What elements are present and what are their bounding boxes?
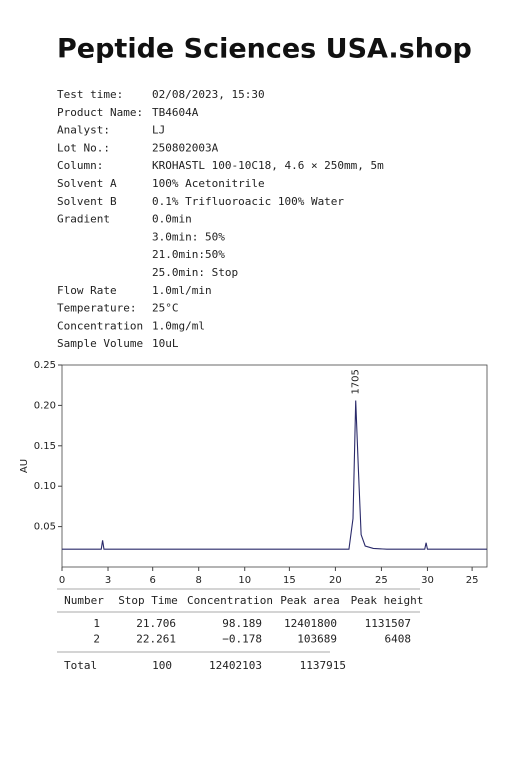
info-value: 3.0min: 50% xyxy=(152,230,225,243)
table-cell: 6408 xyxy=(385,633,412,646)
signal-line xyxy=(62,400,487,550)
table-header: Number xyxy=(64,594,104,607)
plot-frame xyxy=(61,364,488,568)
x-tick-label: 20 xyxy=(329,575,342,586)
x-tick-label: 15 xyxy=(283,575,296,586)
x-tick-label: 8 xyxy=(196,575,202,586)
info-value: 1.0mg/ml xyxy=(152,319,205,332)
peak-label: 1705 xyxy=(351,369,362,394)
y-tick-label: 0.05 xyxy=(34,522,56,533)
info-value: 25.0min: Stop xyxy=(152,266,238,279)
table-header: Stop Time xyxy=(118,594,178,607)
x-tick-label: 25 xyxy=(375,575,388,586)
info-label: Lot No.: xyxy=(57,141,110,154)
page-title: Peptide Sciences USA.shop xyxy=(57,34,472,65)
table-header: Concentration xyxy=(187,594,273,607)
table-cell: 12401800 xyxy=(284,617,337,630)
info-value: 10uL xyxy=(152,337,179,350)
table-cell: −0.178 xyxy=(222,633,262,646)
info-value: KROHASTL 100-10C18, 4.6 × 250mm, 5m xyxy=(152,159,384,172)
table-total: 1137915 xyxy=(300,659,346,672)
info-value: 0.0min xyxy=(152,213,192,226)
info-label: Product Name: xyxy=(57,106,143,119)
info-value: 100% Acetonitrile xyxy=(152,177,265,190)
y-tick-label: 0.15 xyxy=(34,441,56,452)
info-label: Solvent A xyxy=(57,177,117,190)
table-cell: 21.706 xyxy=(136,617,176,630)
table-cell: 98.189 xyxy=(222,617,262,630)
x-tick-label: 30 xyxy=(421,575,434,586)
info-label: Temperature: xyxy=(57,302,136,315)
table-cell: 2 xyxy=(93,633,100,646)
table-cell: 1131507 xyxy=(365,617,411,630)
table-cell: 103689 xyxy=(297,633,337,646)
table-cell: 1 xyxy=(93,617,100,630)
info-label: Analyst: xyxy=(57,124,110,137)
table-header: Peak area xyxy=(280,594,340,607)
info-label: Solvent B xyxy=(57,195,117,208)
x-tick-label: 0 xyxy=(59,575,65,586)
table-total: 12402103 xyxy=(209,659,262,672)
info-value: 25°C xyxy=(152,302,179,315)
info-value: 1.0ml/min xyxy=(152,284,212,297)
y-tick-label: 0.20 xyxy=(34,400,56,411)
info-label: Column: xyxy=(57,159,103,172)
info-value: 250802003A xyxy=(152,141,219,154)
info-label: Test time: xyxy=(57,88,123,101)
info-label: Gradient xyxy=(57,213,110,226)
x-tick-label: 25 xyxy=(466,575,479,586)
y-axis-label: AU xyxy=(19,459,30,473)
info-label: Flow Rate xyxy=(57,284,117,297)
table-total: Total xyxy=(64,659,97,672)
table-total: 100 xyxy=(152,659,172,672)
info-value: 02/08/2023, 15:30 xyxy=(152,88,265,101)
x-tick-label: 10 xyxy=(238,575,251,586)
info-value: LJ xyxy=(152,124,165,137)
table-header: Peak height xyxy=(351,594,424,607)
x-tick-label: 6 xyxy=(149,575,155,586)
info-value: TB4604A xyxy=(152,106,199,119)
info-value: 0.1% Trifluoroacic 100% Water xyxy=(152,195,344,208)
x-tick-label: 3 xyxy=(105,575,111,586)
info-label: Sample Volume xyxy=(57,337,143,350)
table-cell: 22.261 xyxy=(136,633,176,646)
y-tick-label: 0.10 xyxy=(34,481,56,492)
info-value: 21.0min:50% xyxy=(152,248,225,261)
info-label: Concentration xyxy=(57,319,143,332)
y-tick-label: 0.25 xyxy=(34,360,56,371)
